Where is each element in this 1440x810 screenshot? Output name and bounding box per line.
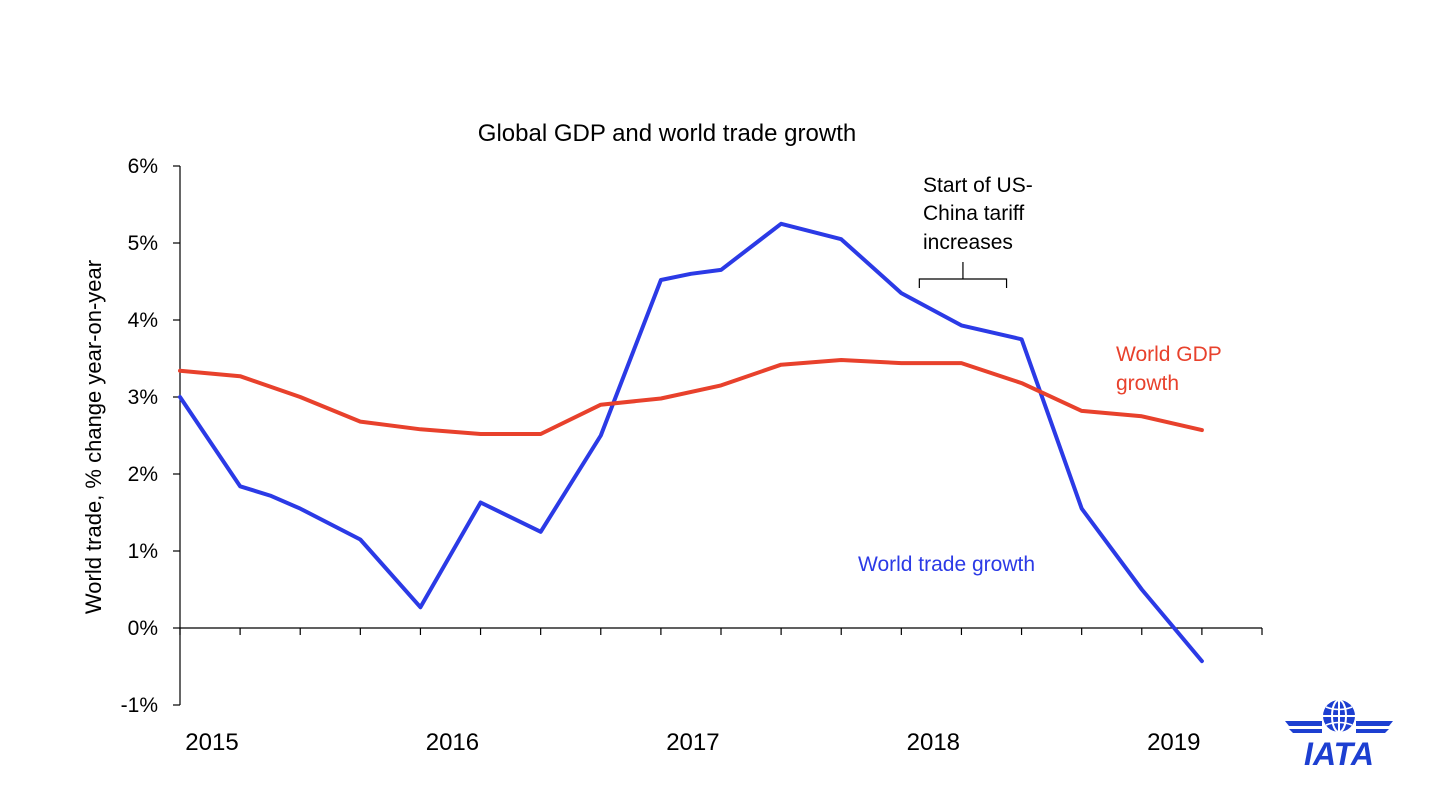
tariff-annotation-line-1: Start of US- — [923, 174, 1033, 197]
tariff-bracket — [918, 262, 1008, 288]
gdp-series-label: World GDP growth — [1116, 343, 1222, 395]
x-tick-label: 2017 — [666, 729, 719, 756]
world-trade-line — [178, 221, 1204, 664]
y-tick-label: 0% — [128, 617, 158, 640]
y-tick-label: 2% — [128, 463, 158, 486]
y-tick-label: 4% — [128, 309, 158, 332]
globe-icon — [1323, 699, 1355, 733]
world-gdp-line — [178, 358, 1204, 436]
y-tick-label: 6% — [128, 155, 158, 178]
x-tick-label: 2015 — [185, 729, 238, 756]
y-axis-label: World trade, % change year-on-year — [81, 260, 106, 614]
series-lines — [178, 221, 1204, 664]
tariff-annotation: Start of US- China tariff increases — [918, 174, 1033, 288]
y-tick-label: 5% — [128, 232, 158, 255]
y-tick-label: -1% — [121, 694, 158, 717]
x-tick-label: 2019 — [1147, 729, 1200, 756]
y-tick-label: 3% — [128, 386, 158, 409]
tariff-annotation-line-2: China tariff — [923, 202, 1024, 225]
x-tick-label: 2018 — [907, 729, 960, 756]
gdp-label-line-2: growth — [1116, 372, 1179, 395]
chart-title: Global GDP and world trade growth — [478, 120, 856, 147]
gdp-label-line-1: World GDP — [1116, 343, 1222, 366]
x-ticks: 2015 2016 2017 2018 2019 — [179, 628, 1263, 756]
tariff-annotation-line-3: increases — [923, 231, 1013, 254]
axes — [179, 166, 1262, 705]
y-ticks: -1% 0% 1% 2% 3% 4% 5% 6% — [121, 155, 180, 717]
iata-logo-text: IATA — [1304, 736, 1374, 772]
iata-logo: IATA — [1285, 699, 1393, 772]
x-tick-label: 2016 — [426, 729, 479, 756]
y-tick-label: 1% — [128, 540, 158, 563]
trade-series-label: World trade growth — [858, 553, 1035, 576]
wings-icon — [1285, 721, 1393, 733]
